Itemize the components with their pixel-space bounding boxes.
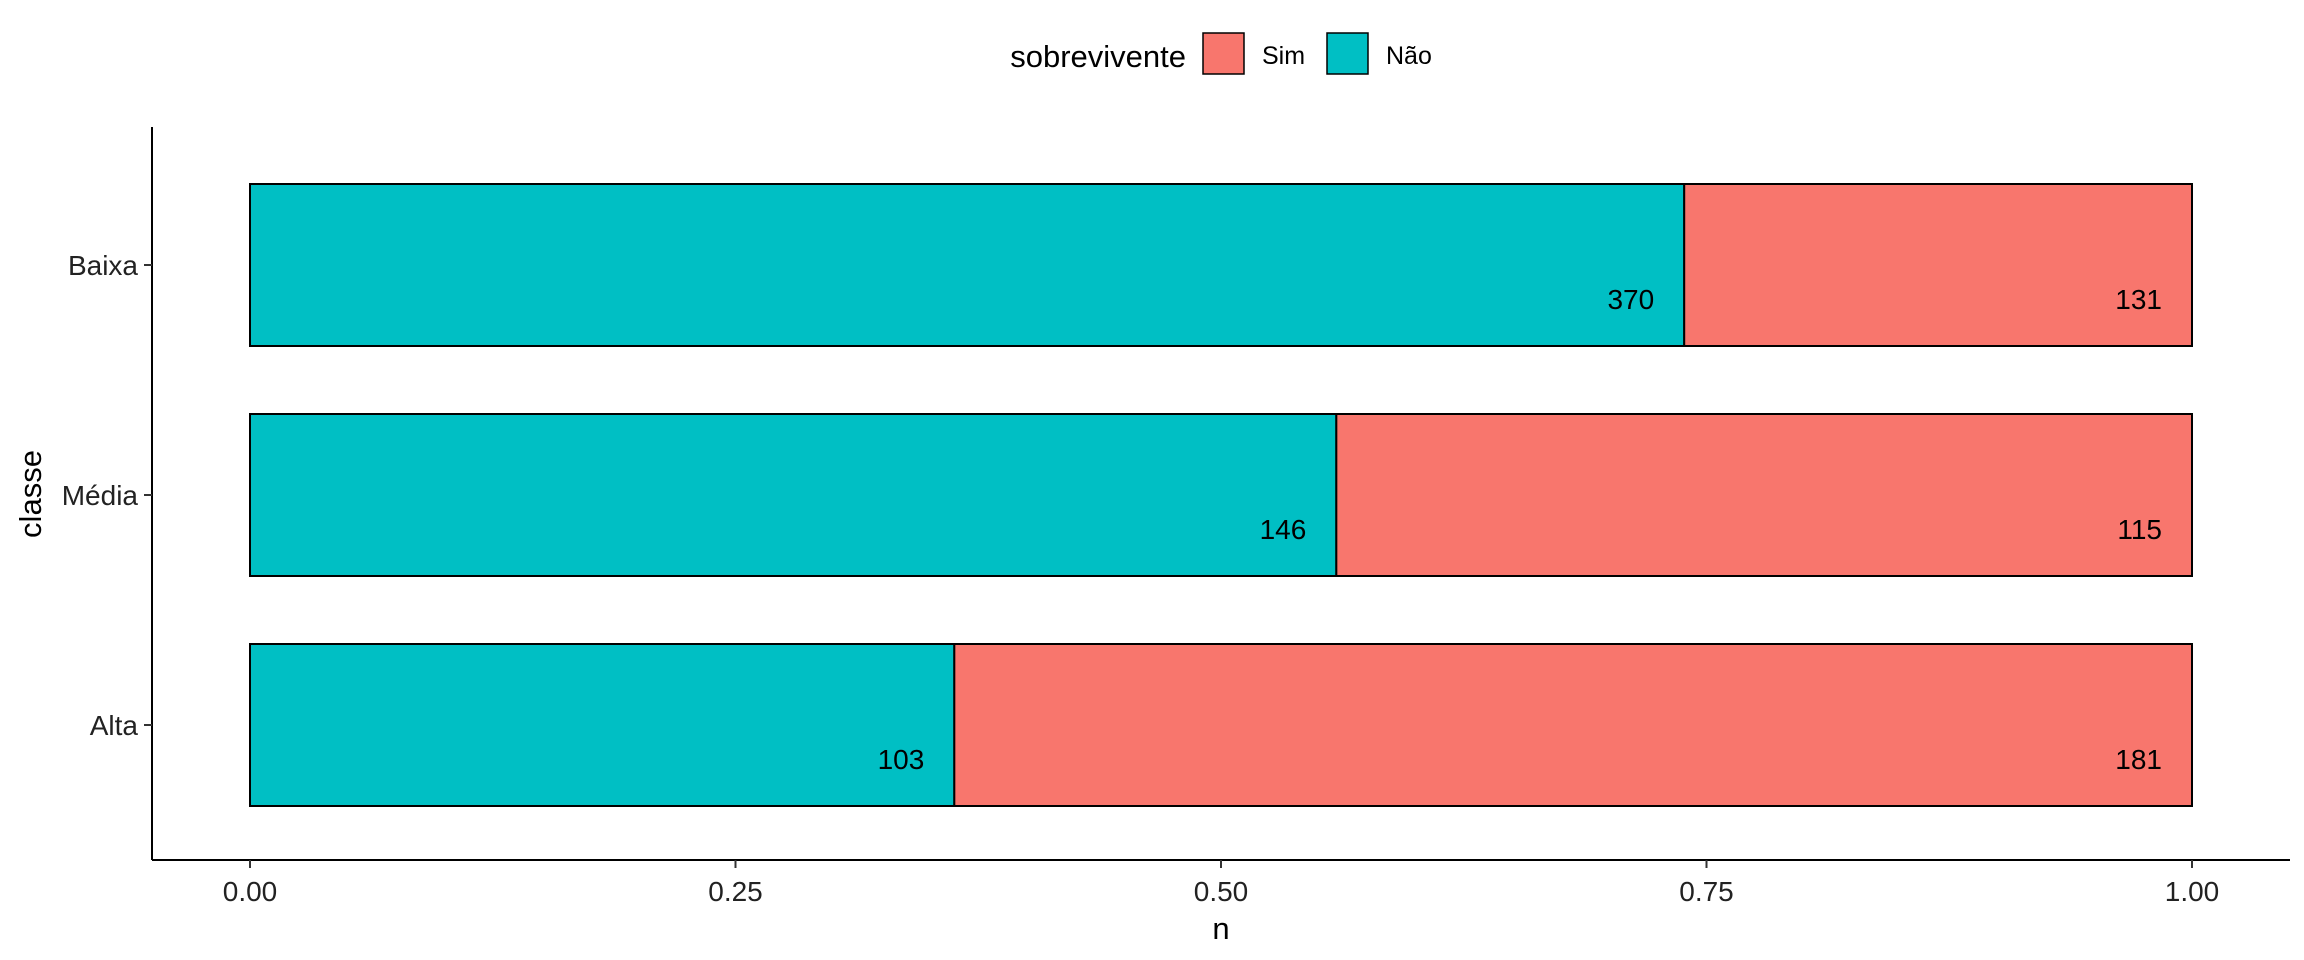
y-axis-title: classe: [13, 450, 48, 538]
x-tick-label-4: 1.00: [2165, 876, 2220, 907]
bar-nao-baixa: [249, 183, 1686, 347]
x-tick-label-0: 0.00: [223, 876, 278, 907]
bar-label-nao-media: 146: [1260, 514, 1307, 545]
legend: sobrevivente Sim Não: [1010, 32, 1432, 75]
x-tick-label-2: 0.50: [1194, 876, 1249, 907]
x-tick-label-3: 0.75: [1679, 876, 1734, 907]
x-ticks: 0.00 0.25 0.50 0.75 1.00: [223, 860, 2220, 907]
bar-nao-alta: [249, 643, 956, 807]
x-tick-label-1: 0.25: [708, 876, 763, 907]
x-axis-title: n: [1212, 911, 1229, 946]
bar-sim-media: [1335, 413, 2193, 577]
legend-title: sobrevivente: [1010, 39, 1186, 74]
y-tick-label-baixa: Baixa: [68, 250, 138, 281]
bar-sim-alta: [953, 643, 2193, 807]
bar-label-nao-baixa: 370: [1607, 284, 1654, 315]
bar-label-sim-baixa: 131: [2115, 284, 2162, 315]
legend-label-nao: Não: [1386, 42, 1432, 70]
bar-label-sim-alta: 181: [2115, 744, 2162, 775]
y-tick-label-alta: Alta: [90, 710, 139, 741]
bar-nao-media: [249, 413, 1338, 577]
bar-label-nao-alta: 103: [878, 744, 925, 775]
bar-label-sim-media: 115: [2117, 514, 2162, 545]
legend-label-sim: Sim: [1262, 42, 1305, 70]
legend-swatch-sim: [1202, 32, 1245, 75]
bar-sim-baixa: [1683, 183, 2193, 347]
bars: 103 181 146 115 370 131: [249, 183, 2193, 807]
legend-swatch-nao: [1326, 32, 1369, 75]
y-tick-label-media: Média: [62, 480, 139, 511]
y-ticks: Alta Média Baixa: [62, 250, 152, 741]
